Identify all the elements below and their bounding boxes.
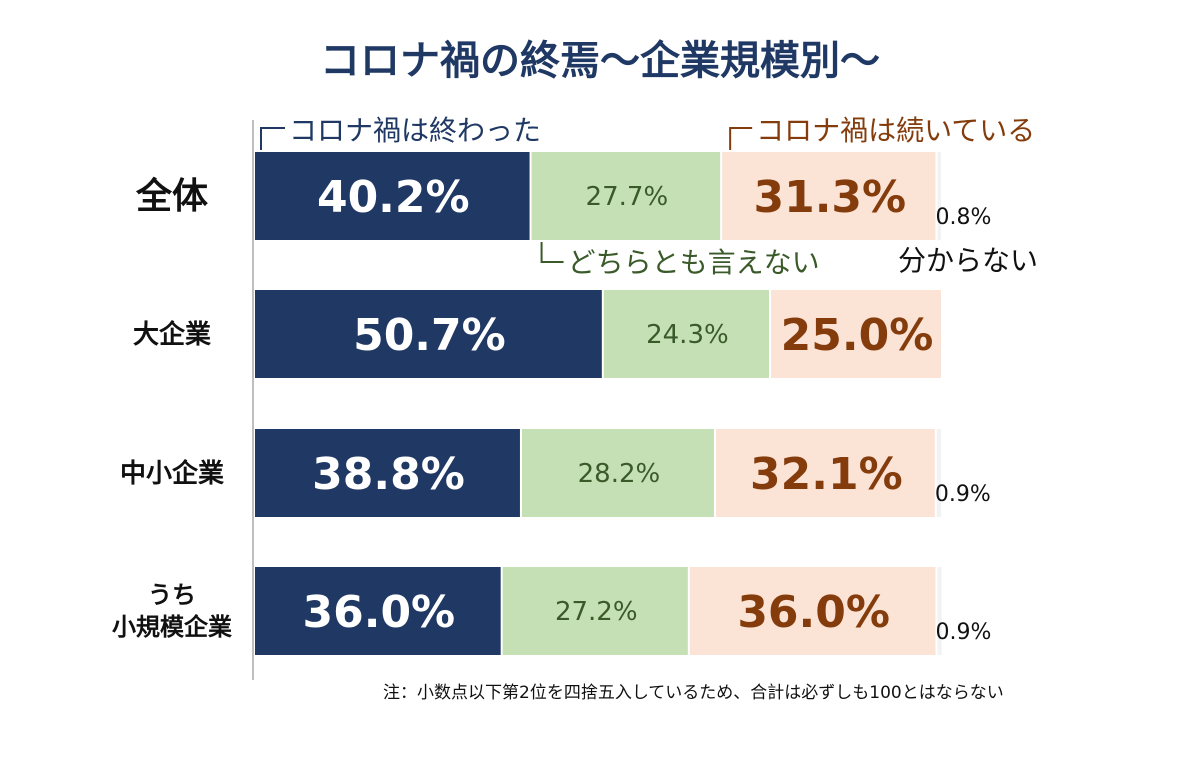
data-label: 50.7% [353, 310, 506, 361]
bar-segment [531, 152, 721, 240]
bar-segment [255, 152, 530, 240]
category-label: 大企業 [133, 319, 211, 350]
bar-segment [255, 429, 520, 517]
data-label: 24.3% [646, 320, 729, 350]
data-label: 27.7% [586, 182, 669, 212]
bar-segment [936, 429, 941, 517]
data-label: 40.2% [317, 172, 470, 223]
legend-label: コロナ禍は終わった [289, 114, 541, 147]
data-label: 27.2% [555, 597, 638, 627]
bar-segment [771, 290, 941, 378]
bar-segment [255, 567, 501, 655]
data-label: 25.0% [781, 310, 934, 361]
callout-line [540, 242, 564, 263]
callout-line [729, 127, 753, 150]
footnote: 注：小数点以下第2位を四捨五入しているため、合計は必ずしも100とはならない [383, 683, 1004, 703]
bar-segment [603, 290, 769, 378]
category-label: 中小企業 [120, 458, 224, 489]
bar-segment [255, 290, 602, 378]
bar-segment [937, 567, 942, 655]
bar-segment [937, 152, 941, 240]
bar-segment [722, 152, 936, 240]
bar-segment [521, 429, 714, 517]
category-label: 全体 [135, 175, 208, 217]
data-label-small: 0.9% [936, 620, 992, 645]
data-label-small: 0.9% [935, 482, 991, 507]
bar-segment [715, 429, 935, 517]
data-label-small: 0.8% [936, 205, 992, 230]
chart-title: コロナ禍の終焉～企業規模別～ [320, 38, 880, 84]
bar-segment [502, 567, 688, 655]
legend-label: 分からない [898, 244, 1038, 277]
bar-segment [689, 567, 936, 655]
data-label: 32.1% [750, 449, 903, 500]
data-label: 36.0% [303, 587, 456, 638]
data-label: 36.0% [737, 587, 890, 638]
category-label: うち小規模企業 [112, 581, 232, 641]
data-label: 28.2% [578, 459, 661, 489]
data-label: 31.3% [753, 172, 906, 223]
callout-line [260, 127, 285, 150]
legend-label: どちらとも言えない [568, 246, 820, 279]
legend-label: コロナ禍は続いている [756, 114, 1035, 147]
data-label: 38.8% [312, 449, 465, 500]
